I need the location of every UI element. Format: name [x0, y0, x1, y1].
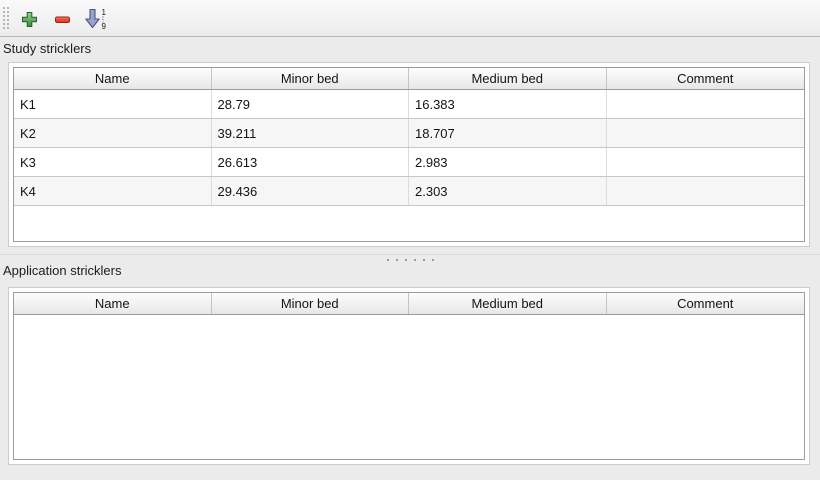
table-cell[interactable]: 2.303: [409, 177, 607, 205]
table-header: Name Minor bed Medium bed Comment: [14, 293, 804, 315]
table-cell[interactable]: K2: [14, 119, 212, 147]
table-row[interactable]: K3 26.613 2.983: [14, 148, 804, 177]
toolbar: 1 9: [0, 0, 820, 37]
table-cell[interactable]: [607, 90, 805, 118]
splitter-handle[interactable]: [0, 254, 820, 264]
sort-top-label: 1: [101, 8, 106, 17]
add-icon: [21, 11, 38, 28]
table-cell[interactable]: [607, 119, 805, 147]
splitter-dots-icon: [386, 258, 434, 261]
table-row[interactable]: K1 28.79 16.383: [14, 90, 804, 119]
table-cell[interactable]: K1: [14, 90, 212, 118]
section-label-study: Study stricklers: [3, 41, 92, 56]
remove-icon: [54, 11, 71, 28]
table-cell[interactable]: 26.613: [212, 148, 409, 176]
table-cell[interactable]: 18.707: [409, 119, 607, 147]
sort-rows-button[interactable]: 1 9: [80, 4, 112, 34]
remove-row-button[interactable]: [47, 4, 77, 34]
sort-bottom-label: 9: [101, 22, 106, 31]
table-header: Name Minor bed Medium bed Comment: [14, 68, 804, 90]
add-row-button[interactable]: [14, 4, 44, 34]
column-header-name[interactable]: Name: [14, 68, 212, 89]
table-cell[interactable]: 28.79: [212, 90, 409, 118]
table-cell[interactable]: 29.436: [212, 177, 409, 205]
application-stricklers-table: Name Minor bed Medium bed Comment: [13, 292, 805, 460]
column-header-minor-bed[interactable]: Minor bed: [212, 68, 409, 89]
table-row[interactable]: K4 29.436 2.303: [14, 177, 804, 206]
application-stricklers-panel: Name Minor bed Medium bed Comment: [8, 287, 810, 465]
column-header-medium-bed[interactable]: Medium bed: [409, 68, 607, 89]
toolbar-drag-handle[interactable]: [3, 7, 10, 31]
table-cell[interactable]: [607, 148, 805, 176]
table-body[interactable]: K1 28.79 16.383 K2 39.211 18.707 K3 26.613 2.983…: [14, 90, 804, 241]
column-header-comment[interactable]: Comment: [677, 71, 734, 86]
table-cell[interactable]: 39.211: [212, 119, 409, 147]
table-cell[interactable]: K3: [14, 148, 212, 176]
table-cell[interactable]: K4: [14, 177, 212, 205]
table-cell[interactable]: 16.383: [409, 90, 607, 118]
column-header-name[interactable]: Name: [14, 293, 212, 314]
table-cell[interactable]: [607, 177, 805, 205]
sort-ascending-icon: 1 9: [84, 7, 109, 31]
section-label-application: Application stricklers: [3, 263, 122, 278]
table-cell[interactable]: 2.983: [409, 148, 607, 176]
study-stricklers-panel: Name Minor bed Medium bed Comment K1 28.79 16…: [8, 62, 810, 247]
study-stricklers-table: Name Minor bed Medium bed Comment K1 28.79 16…: [13, 67, 805, 242]
column-header-comment[interactable]: Comment: [677, 296, 734, 311]
column-header-medium-bed[interactable]: Medium bed: [409, 293, 607, 314]
column-header-minor-bed[interactable]: Minor bed: [212, 293, 409, 314]
table-body[interactable]: [14, 315, 804, 459]
table-row[interactable]: K2 39.211 18.707: [14, 119, 804, 148]
